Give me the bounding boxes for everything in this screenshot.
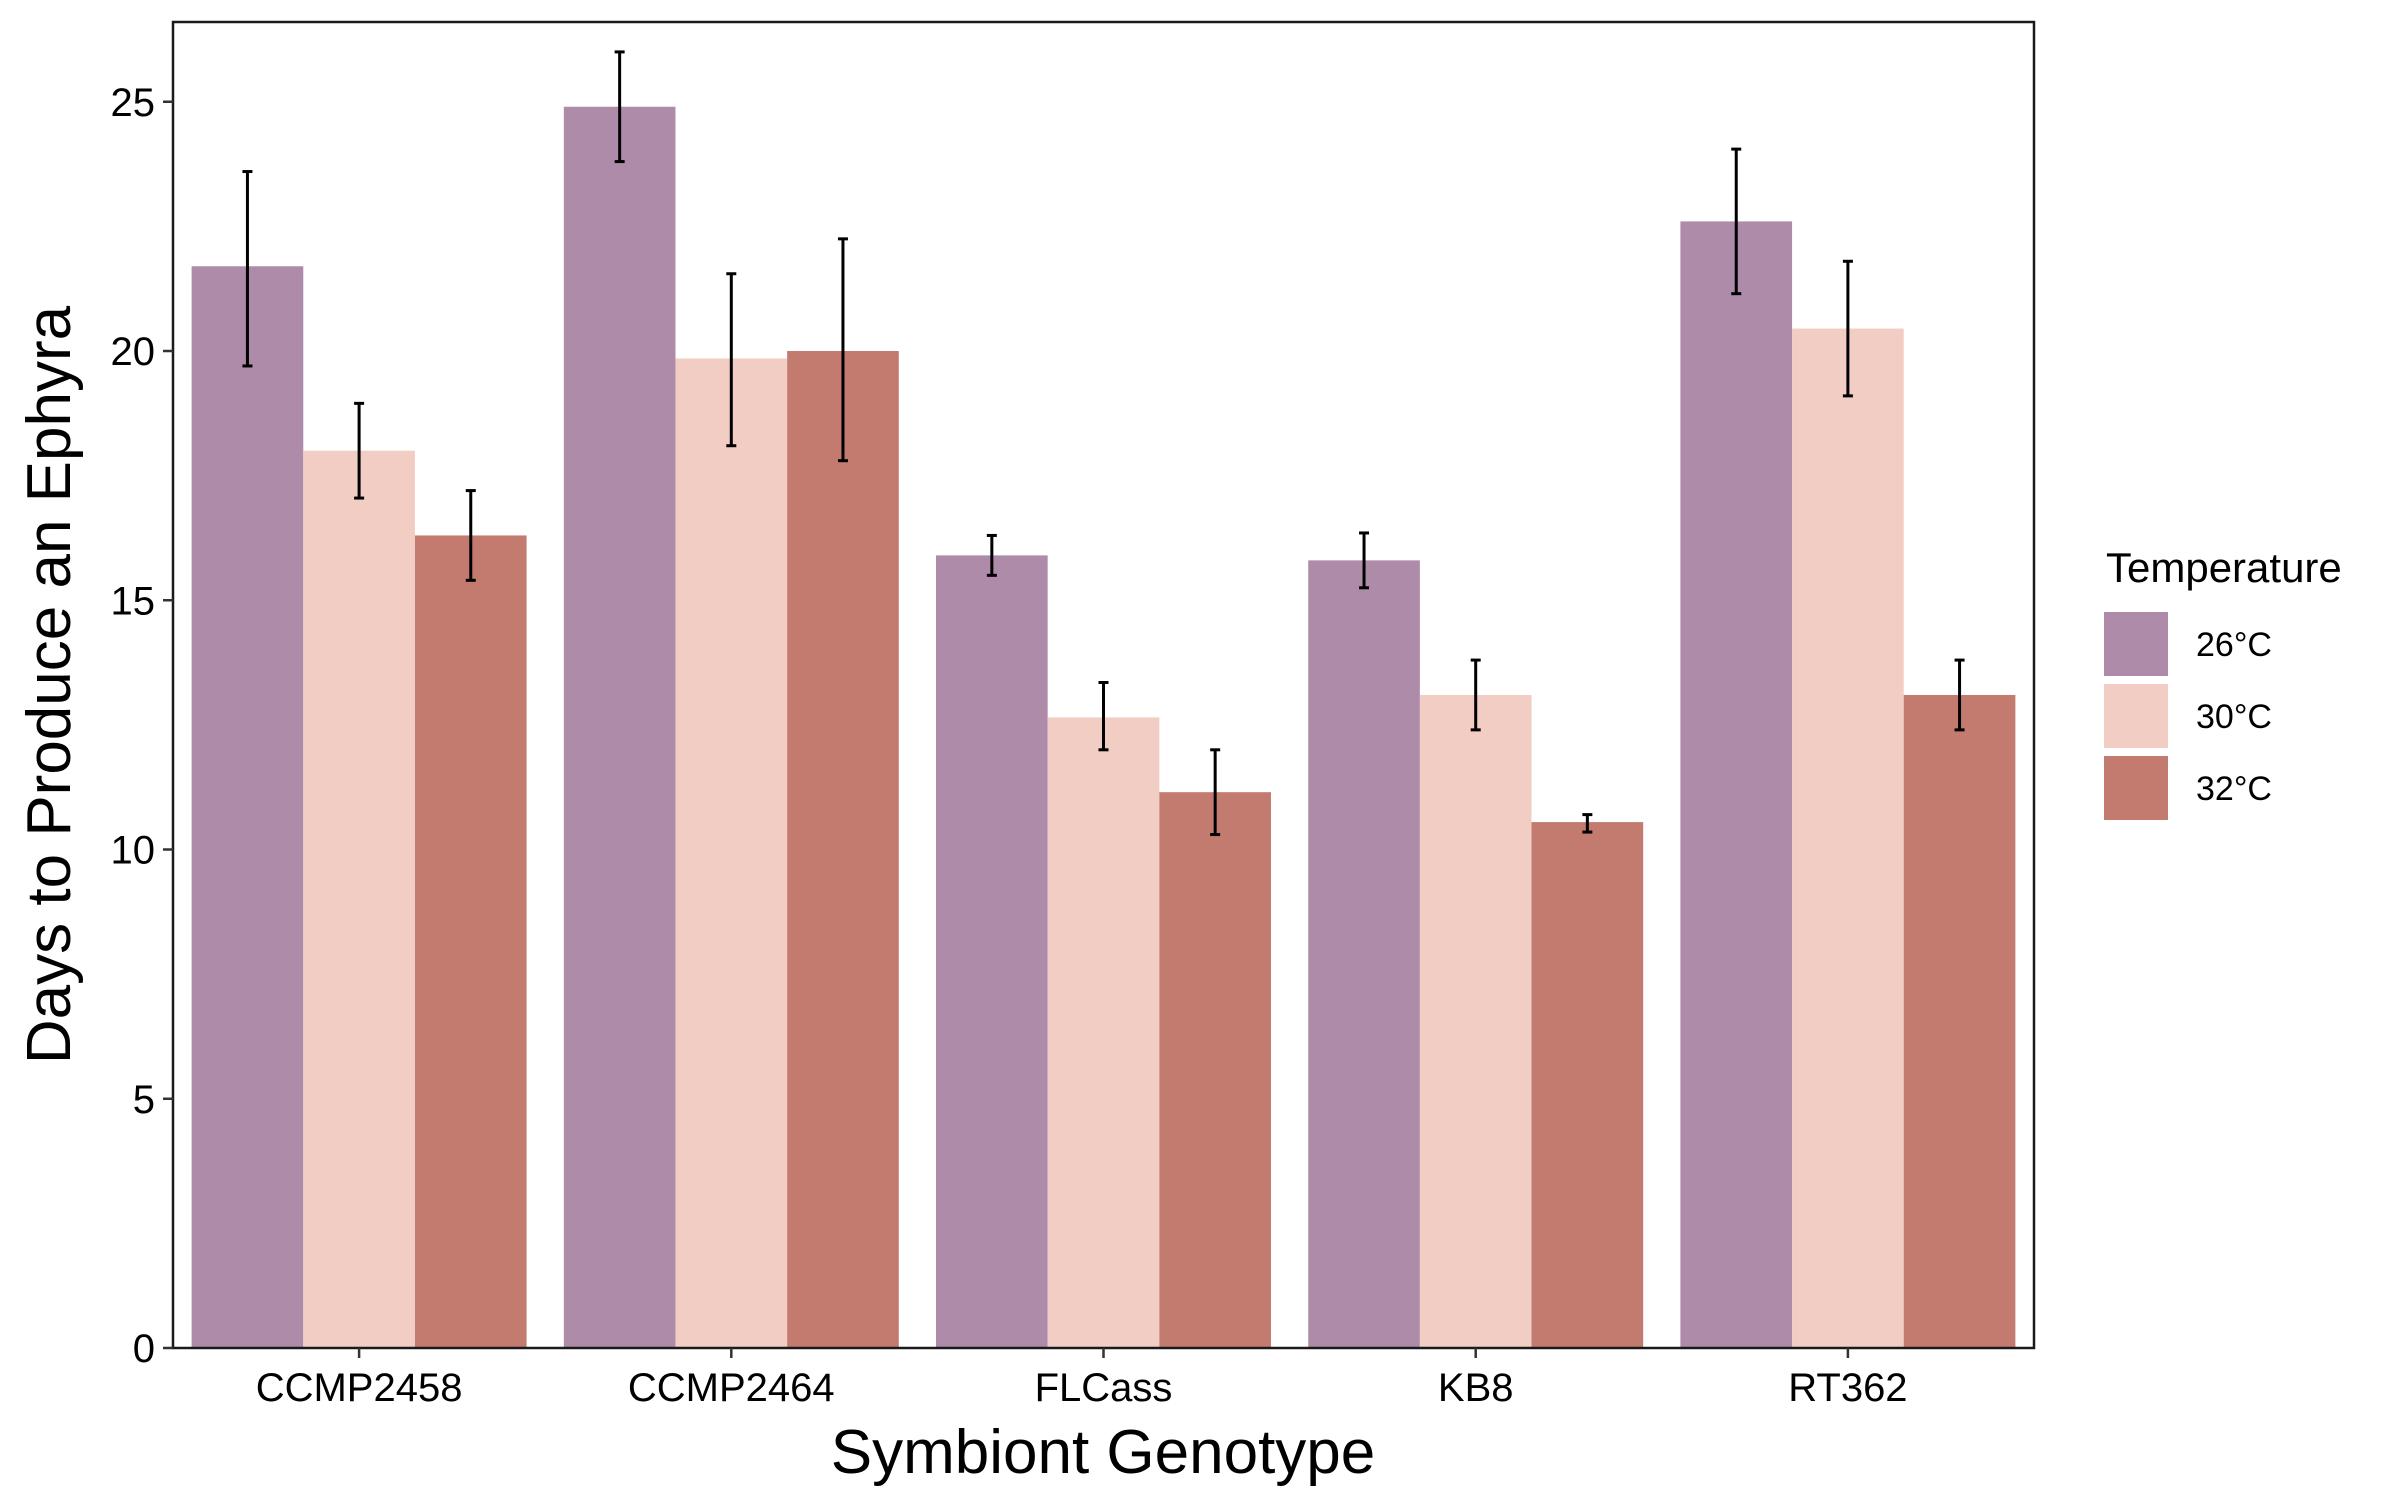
bar-kb8-2: [1531, 822, 1644, 1348]
y-tick-label: 25: [111, 81, 156, 125]
bar-ccmp2464-0: [563, 106, 676, 1349]
legend: Temperature 26°C 30°C 32°C: [2104, 544, 2342, 820]
y-tick-label: 0: [133, 1327, 155, 1371]
error-bar-kb8-2: [1582, 813, 1593, 834]
legend-label-1: 30°C: [2196, 698, 2272, 736]
x-tick-label: CCMP2464: [628, 1366, 835, 1410]
error-bar-ccmp2464-2: [837, 237, 848, 463]
x-axis: CCMP2458 CCMP2464 FLCass KB8 RT362: [256, 1348, 1908, 1410]
bar-ccmp2464-1: [675, 358, 788, 1349]
error-bar-flcass-2: [1210, 748, 1221, 837]
legend-title: Temperature: [2106, 544, 2342, 591]
bar-flcass-1: [1047, 717, 1160, 1348]
x-axis-title: Symbiont Genotype: [831, 1418, 1376, 1487]
error-bar-flcass-1: [1098, 681, 1109, 752]
legend-swatch-0: [2104, 612, 2168, 676]
y-axis-title: Days to Produce an Ephyra: [15, 305, 84, 1064]
error-bar-ccmp2464-1: [726, 272, 737, 448]
legend-label-0: 26°C: [2196, 626, 2272, 664]
legend-items: 26°C 30°C 32°C: [2104, 612, 2272, 820]
error-bar-ccmp2458-0: [242, 170, 253, 368]
bar-flcass-2: [1159, 792, 1271, 1348]
bar-flcass-0: [936, 555, 1048, 1348]
bar-ccmp2458-2: [414, 535, 527, 1348]
bar-ccmp2458-1: [303, 450, 415, 1349]
y-tick-label: 10: [111, 829, 156, 873]
error-bar-ccmp2458-2: [465, 489, 476, 582]
error-bar-rt362-0: [1731, 147, 1742, 296]
bar-ccmp2458-0: [191, 266, 304, 1348]
legend-swatch-2: [2104, 756, 2168, 820]
x-tick-label: CCMP2458: [256, 1366, 463, 1410]
legend-label-2: 32°C: [2196, 770, 2272, 808]
error-bar-rt362-2: [1954, 658, 1965, 732]
x-tick-label: RT362: [1788, 1366, 1907, 1410]
error-bar-rt362-1: [1842, 259, 1853, 398]
error-bar-kb8-1: [1470, 658, 1481, 732]
bar-rt362-0: [1680, 221, 1793, 1348]
bar-kb8-0: [1308, 560, 1420, 1348]
error-bar-ccmp2458-1: [354, 401, 365, 500]
bar-ccmp2464-2: [787, 351, 899, 1348]
y-tick-label: 20: [111, 330, 156, 374]
x-tick-label: KB8: [1438, 1366, 1514, 1410]
error-bar-flcass-0: [986, 533, 997, 577]
legend-swatch-1: [2104, 684, 2168, 748]
bar-kb8-1: [1419, 694, 1532, 1348]
y-tick-label: 5: [133, 1078, 155, 1122]
error-bar-ccmp2464-0: [614, 50, 625, 164]
bars-layer: [191, 106, 2016, 1349]
bar-rt362-2: [1903, 694, 2016, 1348]
y-axis: 0 5 10 15 20 25: [111, 81, 173, 1371]
error-bar-kb8-0: [1359, 531, 1370, 590]
x-tick-label: FLCass: [1035, 1366, 1173, 1410]
errorbars-layer: [242, 50, 1965, 837]
y-tick-label: 15: [111, 579, 156, 623]
bar-rt362-1: [1792, 328, 1904, 1349]
